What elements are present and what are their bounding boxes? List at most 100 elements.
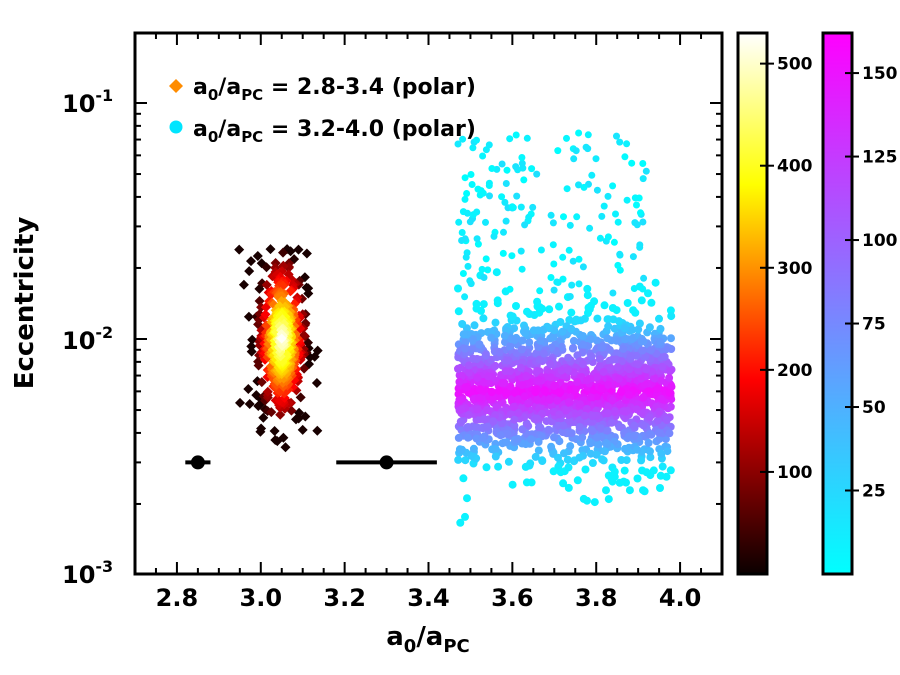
data-point <box>559 479 568 488</box>
data-point <box>667 382 676 391</box>
colorbar-tick-label: 500 <box>777 55 813 75</box>
data-point <box>586 393 595 402</box>
data-point <box>562 406 570 415</box>
data-point <box>647 430 656 439</box>
data-point <box>504 356 513 365</box>
data-point <box>458 229 466 236</box>
data-point <box>512 131 520 139</box>
data-point <box>640 274 648 282</box>
data-point <box>566 221 574 229</box>
data-point <box>461 383 470 392</box>
data-point <box>621 153 629 161</box>
data-point <box>295 392 306 403</box>
data-point <box>535 355 544 364</box>
data-point <box>566 293 574 300</box>
data-point <box>569 336 578 345</box>
data-point <box>459 270 467 277</box>
data-point <box>665 373 674 382</box>
data-point <box>506 342 515 351</box>
data-point <box>503 166 511 174</box>
data-point <box>459 135 467 143</box>
data-point <box>293 244 304 255</box>
data-point <box>557 342 566 351</box>
data-point <box>251 390 262 401</box>
colorbar-tick-label: 150 <box>862 64 898 84</box>
data-point <box>568 281 576 289</box>
data-point <box>467 171 475 178</box>
data-point <box>456 518 465 527</box>
legend: a0/aPC = 2.8-3.4 (polar) a0/aPC = 3.2-4.… <box>169 75 476 146</box>
data-point <box>469 211 477 219</box>
data-point <box>473 136 480 144</box>
data-point <box>623 196 631 204</box>
x-axis-label: a0/aPC <box>386 622 470 657</box>
data-point <box>639 218 647 226</box>
data-point <box>609 289 617 297</box>
data-point <box>491 411 499 420</box>
data-point <box>464 433 472 442</box>
data-point <box>662 416 671 425</box>
data-point <box>609 182 617 190</box>
data-point <box>572 315 581 324</box>
data-point <box>301 248 312 259</box>
data-point <box>472 355 481 363</box>
data-point <box>457 405 466 414</box>
data-point <box>550 433 558 442</box>
data-point <box>461 235 469 243</box>
data-point <box>626 352 635 361</box>
data-point <box>644 289 652 298</box>
data-point <box>604 192 612 200</box>
data-point <box>610 238 618 246</box>
data-point <box>619 344 628 353</box>
data-point <box>278 247 288 258</box>
data-point <box>573 476 582 485</box>
data-point <box>494 462 503 471</box>
data-point <box>538 457 547 465</box>
x-tick-labels: 2.8 3.0 3.2 3.4 3.6 3.8 4.0 <box>156 584 702 612</box>
data-point <box>588 427 597 435</box>
data-point <box>493 296 502 305</box>
data-point <box>484 372 493 381</box>
data-point <box>566 442 575 451</box>
data-point <box>276 333 287 344</box>
data-point <box>461 344 470 353</box>
data-point <box>256 423 267 434</box>
data-point <box>454 364 462 373</box>
data-point <box>584 145 592 153</box>
data-point <box>533 395 542 404</box>
data-point <box>538 326 547 335</box>
data-point <box>488 165 496 172</box>
data-point <box>498 193 506 201</box>
data-point <box>655 314 663 323</box>
data-point <box>261 279 272 290</box>
data-point <box>564 365 573 374</box>
data-point <box>667 334 675 343</box>
data-point <box>511 389 520 397</box>
data-point <box>483 422 492 431</box>
data-point <box>522 419 531 428</box>
data-point <box>458 320 467 328</box>
data-point <box>477 306 485 315</box>
data-point <box>616 138 624 146</box>
data-point <box>604 380 613 389</box>
data-point <box>491 318 500 327</box>
data-point <box>454 284 462 293</box>
data-point <box>593 398 602 407</box>
data-point <box>596 234 604 242</box>
data-point <box>568 344 577 353</box>
data-point <box>463 190 471 197</box>
legend-marker-circle <box>169 120 183 134</box>
data-point <box>469 444 478 453</box>
data-point <box>518 336 527 345</box>
data-point <box>553 278 561 286</box>
data-point <box>297 424 308 435</box>
data-point <box>627 335 636 344</box>
data-point <box>630 421 639 430</box>
data-point <box>260 309 271 320</box>
data-point <box>554 453 562 462</box>
data-point <box>603 334 612 343</box>
data-point <box>583 284 592 293</box>
data-point <box>480 274 488 281</box>
data-point <box>483 406 491 414</box>
data-point <box>473 405 482 414</box>
